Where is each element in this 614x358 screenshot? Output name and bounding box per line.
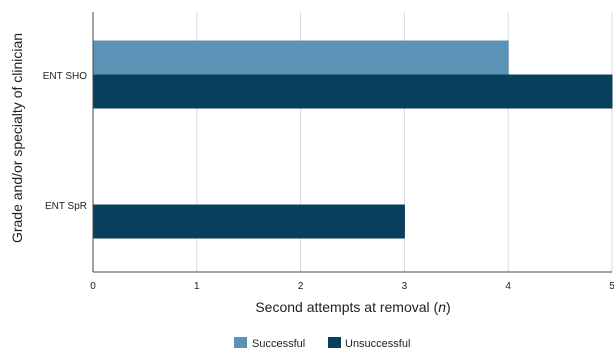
bar-unsuccessful-ent-sho (92, 74, 613, 109)
legend-swatch-successful (234, 337, 247, 348)
bars (92, 40, 613, 239)
x-tick-label: 0 (90, 281, 96, 292)
x-axis-title: Second attempts at removal (n) (255, 299, 450, 315)
legend-label-successful: Successful (252, 338, 305, 350)
x-axis-title-main: Second attempts at removal ( (255, 299, 438, 315)
category-labels: ENT SHO ENT SpR (43, 71, 87, 212)
x-tick-label: 5 (609, 281, 614, 292)
x-axis-title-italic: n (438, 299, 446, 315)
x-tick-label: 2 (298, 281, 304, 292)
bar-unsuccessful-ent-spr (92, 204, 405, 239)
x-axis-title-end: ) (446, 299, 451, 315)
category-label: ENT SHO (43, 71, 87, 82)
x-tick-label: 1 (194, 281, 200, 292)
legend: Successful Unsuccessful (234, 337, 410, 350)
y-axis-title: Grade and/or specialty of clinician (9, 33, 25, 243)
legend-label-unsuccessful: Unsuccessful (345, 338, 410, 350)
x-tick-label: 3 (402, 281, 408, 292)
legend-swatch-unsuccessful (328, 337, 341, 348)
x-tick-labels: 0 1 2 3 4 5 (90, 281, 614, 292)
x-tick-label: 4 (505, 281, 511, 292)
category-label: ENT SpR (45, 201, 87, 212)
bar-successful-ent-sho (92, 40, 509, 75)
